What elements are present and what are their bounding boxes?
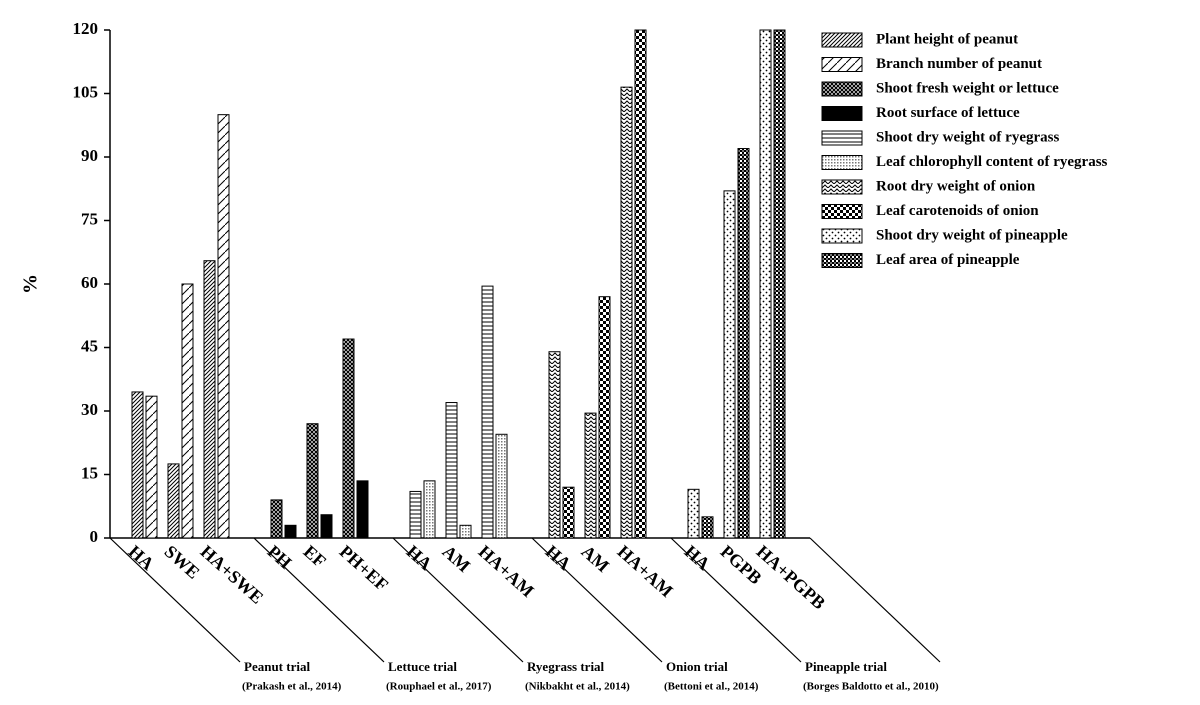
floor-divider — [392, 537, 524, 663]
y-tick-label: 105 — [73, 82, 99, 101]
legend-swatch — [821, 253, 863, 268]
y-axis-label: % — [20, 274, 42, 294]
floor-divider — [109, 537, 241, 663]
x-tick-label: HA — [542, 541, 575, 574]
legend-swatch — [821, 57, 863, 72]
y-tick-label: 90 — [81, 146, 98, 165]
bar — [203, 260, 216, 539]
floor-divider — [531, 537, 663, 663]
bar — [459, 524, 472, 539]
bar — [634, 29, 647, 539]
bar — [773, 29, 786, 539]
bar — [306, 423, 319, 539]
bar — [620, 86, 633, 539]
legend-swatch — [821, 106, 863, 121]
bar — [284, 524, 297, 539]
x-tick-label: HA+AM — [475, 541, 538, 601]
x-tick-label: HA+SWE — [197, 541, 268, 608]
x-tick-label: PGPB — [717, 541, 766, 588]
group-label: Peanut trial — [244, 659, 310, 674]
bar — [217, 114, 230, 539]
bar — [598, 296, 611, 539]
y-tick-label: 15 — [81, 463, 98, 482]
group-label: Lettuce trial — [388, 659, 457, 674]
x-tick-label: PH — [264, 541, 296, 573]
floor-divider — [670, 537, 802, 663]
bar — [409, 490, 422, 539]
group-source: (Bettoni et al., 2014) — [664, 681, 759, 693]
legend-swatch — [821, 155, 863, 170]
floor-divider — [809, 537, 941, 663]
bar — [548, 351, 561, 539]
bar — [423, 480, 436, 539]
legend-swatch — [821, 32, 863, 48]
bar — [167, 463, 180, 539]
bar — [145, 395, 158, 539]
legend-swatch — [821, 130, 863, 146]
bar — [131, 391, 144, 539]
x-tick-label: EF — [300, 541, 330, 571]
bar — [181, 283, 194, 539]
bar — [342, 338, 355, 539]
legend-swatch — [821, 81, 863, 97]
legend-label: Branch number of peanut — [876, 56, 1042, 72]
bar — [737, 148, 750, 539]
y-tick-label: 75 — [81, 209, 98, 228]
bar — [495, 433, 508, 539]
y-tick-label: 120 — [73, 19, 99, 38]
group-label: Ryegrass trial — [527, 659, 605, 674]
legend-label: Leaf carotenoids of onion — [876, 203, 1039, 219]
bar — [584, 412, 597, 539]
bar — [701, 516, 714, 539]
group-label: Pineapple trial — [805, 659, 887, 674]
group-source: (Nikbakht et al., 2014) — [525, 681, 630, 693]
bar — [562, 486, 575, 539]
bar — [445, 402, 458, 539]
group-label: Onion trial — [666, 659, 728, 674]
group-source: (Rouphael et al., 2017) — [386, 681, 492, 693]
x-tick-label: HA — [681, 541, 714, 574]
x-tick-label: AM — [578, 541, 614, 576]
legend-label: Root surface of lettuce — [876, 105, 1020, 121]
legend-label: Root dry weight of onion — [876, 178, 1036, 194]
bar — [759, 29, 772, 539]
bar — [320, 514, 333, 539]
group-source: (Prakash et al., 2014) — [242, 681, 342, 693]
x-tick-label: PH+EF — [336, 541, 393, 595]
y-tick-label: 45 — [81, 336, 98, 355]
legend-label: Shoot fresh weight or lettuce — [876, 80, 1059, 96]
legend-label: Shoot dry weight of pineapple — [876, 227, 1068, 243]
x-tick-label: SWE — [161, 541, 204, 583]
legend-label: Leaf area of pineapple — [876, 252, 1020, 268]
bar — [481, 285, 494, 539]
legend-swatch — [821, 228, 863, 244]
floor-divider — [253, 537, 385, 663]
bar — [356, 480, 369, 539]
legend-label: Shoot dry weight of ryegrass — [876, 129, 1059, 145]
group-source: (Borges Baldotto et al., 2010) — [803, 681, 939, 693]
x-tick-label: HA+AM — [614, 541, 677, 601]
x-tick-label: HA — [125, 541, 158, 574]
y-tick-label: 60 — [81, 273, 98, 292]
x-tick-label: AM — [439, 541, 475, 576]
x-tick-label: HA+PGPB — [753, 541, 830, 613]
bar — [270, 499, 283, 539]
bar — [723, 190, 736, 539]
legend-swatch — [821, 204, 863, 219]
y-tick-label: 30 — [81, 400, 98, 419]
x-tick-label: HA — [403, 541, 436, 574]
y-tick-label: 0 — [90, 527, 99, 546]
legend-label: Plant height of peanut — [876, 31, 1018, 47]
legend-label: Leaf chlorophyll content of ryegrass — [876, 154, 1108, 170]
legend-swatch — [821, 179, 863, 195]
bar — [687, 488, 700, 539]
